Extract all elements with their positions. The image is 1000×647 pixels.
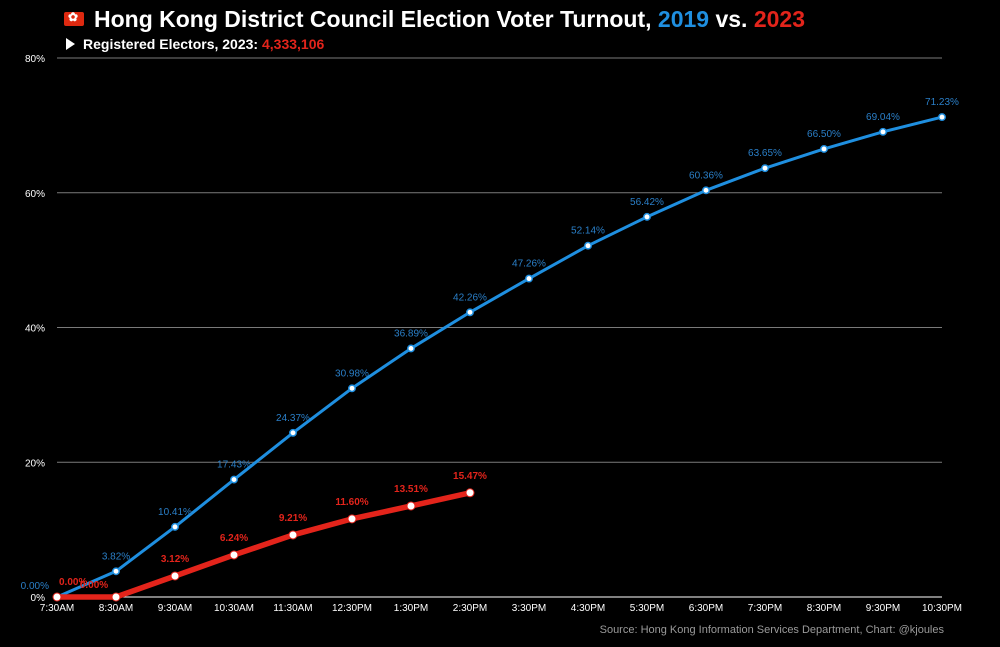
point-2023 bbox=[347, 514, 357, 524]
point-2019 bbox=[879, 127, 887, 136]
data-label-2023: 0.00% bbox=[59, 577, 87, 588]
data-label-2019: 66.50% bbox=[807, 129, 841, 140]
y-tick-label: 40% bbox=[25, 324, 45, 335]
data-label-2019: 63.65% bbox=[748, 148, 782, 159]
grid-layer bbox=[57, 57, 942, 598]
data-label-2019: 30.98% bbox=[335, 368, 369, 379]
y-tick-label: 0% bbox=[31, 593, 46, 604]
x-tick-label: 8:30PM bbox=[807, 603, 841, 614]
x-tick-label: 6:30PM bbox=[689, 603, 723, 614]
x-tick-label: 7:30AM bbox=[40, 603, 74, 614]
chart-title: Hong Kong District Council Election Vote… bbox=[64, 6, 805, 33]
point-2023 bbox=[111, 592, 121, 602]
point-2023 bbox=[52, 592, 62, 602]
data-label-2023: 9.21% bbox=[279, 513, 307, 524]
point-2019 bbox=[230, 475, 238, 484]
data-label-2019: 10.41% bbox=[158, 507, 192, 518]
y-tick-label: 20% bbox=[25, 458, 45, 469]
point-2019 bbox=[112, 567, 120, 576]
x-tick-label: 9:30PM bbox=[866, 603, 900, 614]
data-label-2019: 0.00% bbox=[21, 581, 49, 592]
point-2019 bbox=[289, 428, 297, 437]
point-2019 bbox=[171, 522, 179, 531]
x-tick-label: 1:30PM bbox=[394, 603, 428, 614]
data-label-2023: 15.47% bbox=[453, 471, 487, 482]
title-prefix: Hong Kong District Council Election Vote… bbox=[94, 6, 658, 32]
x-tick-label: 11:30AM bbox=[273, 603, 312, 614]
point-2019 bbox=[348, 384, 356, 393]
y-tick-label: 60% bbox=[25, 189, 45, 200]
data-label-2019: 3.82% bbox=[102, 551, 130, 562]
y-axis-ticks: 0% 20% 40% 60% 80% bbox=[25, 54, 45, 604]
data-label-2019: 52.14% bbox=[571, 226, 605, 237]
series-line-2023 bbox=[54, 490, 473, 600]
point-2023 bbox=[229, 550, 239, 560]
data-labels-layer: 0.00% 3.82% 10.41% 17.43% 24.37% 30.98% 36.89%… bbox=[21, 97, 959, 592]
data-label-2023: 0.00% bbox=[80, 580, 108, 591]
registered-electors-value: 4,333,106 bbox=[261, 36, 325, 52]
x-tick-label: 2:30PM bbox=[453, 603, 487, 614]
point-2019 bbox=[584, 241, 592, 250]
x-tick-label: 3:30PM bbox=[512, 603, 546, 614]
x-tick-label: 10:30AM bbox=[214, 603, 254, 614]
point-2023 bbox=[288, 530, 298, 540]
data-label-2019: 69.04% bbox=[866, 112, 900, 123]
point-2019 bbox=[643, 212, 651, 221]
title-vs: vs. bbox=[709, 6, 754, 32]
source-note: Source: Hong Kong Information Services D… bbox=[599, 624, 944, 636]
series-layer bbox=[52, 113, 946, 602]
point-2019 bbox=[407, 344, 415, 353]
point-2019 bbox=[466, 308, 474, 317]
data-label-2019: 47.26% bbox=[512, 259, 546, 270]
subtitle-label: Registered Electors, 2023: bbox=[83, 36, 262, 52]
data-label-2023: 11.60% bbox=[335, 497, 368, 508]
chart-subtitle: Registered Electors, 2023: 4,333,106 bbox=[66, 36, 324, 52]
x-tick-label: 10:30PM bbox=[922, 603, 962, 614]
point-2023 bbox=[465, 488, 475, 498]
play-triangle-icon bbox=[66, 38, 75, 51]
data-label-2019: 56.42% bbox=[630, 197, 664, 208]
data-label-2019: 42.26% bbox=[453, 292, 487, 303]
title-year-2023: 2023 bbox=[753, 6, 806, 32]
x-tick-label: 8:30AM bbox=[99, 603, 133, 614]
data-label-2019: 24.37% bbox=[276, 413, 310, 424]
x-tick-label: 4:30PM bbox=[571, 603, 605, 614]
data-label-2019: 17.43% bbox=[217, 460, 251, 471]
x-tick-label: 12:30PM bbox=[332, 603, 372, 614]
series-line-2019 bbox=[56, 115, 943, 599]
point-2019 bbox=[938, 113, 946, 122]
point-2019 bbox=[820, 145, 828, 153]
x-tick-label: 9:30AM bbox=[158, 603, 192, 614]
title-year-2019: 2019 bbox=[657, 6, 710, 32]
point-2019 bbox=[761, 164, 769, 173]
data-label-2023: 13.51% bbox=[394, 484, 428, 495]
data-label-2019: 71.23% bbox=[925, 97, 959, 108]
data-label-2019: 60.36% bbox=[689, 170, 723, 181]
x-tick-label: 7:30PM bbox=[748, 603, 782, 614]
data-label-2023: 6.24% bbox=[220, 533, 248, 544]
x-tick-label: 5:30PM bbox=[630, 603, 664, 614]
hong-kong-flag-icon bbox=[64, 10, 84, 26]
data-label-2019: 36.89% bbox=[394, 328, 428, 339]
x-axis-ticks: 7:30AM 8:30AM 9:30AM 10:30AM 11:30AM 12:30PM 1… bbox=[40, 603, 962, 614]
point-2023 bbox=[406, 501, 416, 511]
point-2023 bbox=[170, 571, 180, 581]
point-2019 bbox=[525, 274, 533, 283]
point-2019 bbox=[702, 186, 710, 195]
data-label-2023: 3.12% bbox=[161, 554, 189, 565]
y-tick-label: 80% bbox=[25, 54, 45, 65]
